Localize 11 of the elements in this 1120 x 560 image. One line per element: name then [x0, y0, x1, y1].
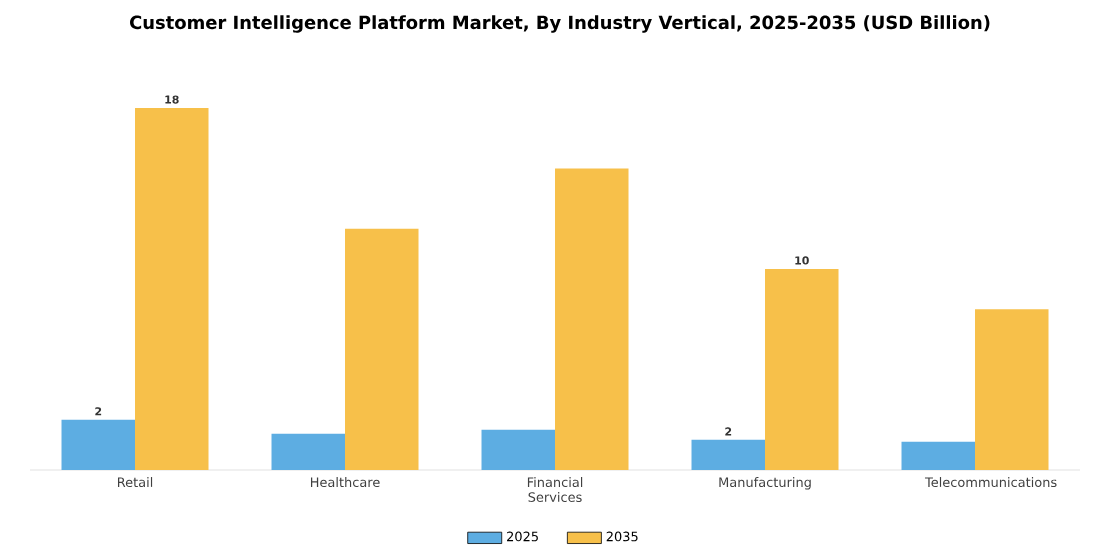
bar — [481, 429, 556, 470]
bar — [271, 433, 346, 470]
bar — [691, 439, 766, 470]
bar — [975, 309, 1049, 470]
bar — [61, 419, 136, 470]
bar — [135, 108, 209, 470]
chart-title: Customer Intelligence Platform Market, By Industry Vertical, 2025-2035 (USD Billion) — [130, 15, 990, 33]
bar — [555, 168, 629, 470]
bar — [345, 228, 419, 470]
bar — [765, 268, 839, 470]
bar — [901, 441, 976, 470]
